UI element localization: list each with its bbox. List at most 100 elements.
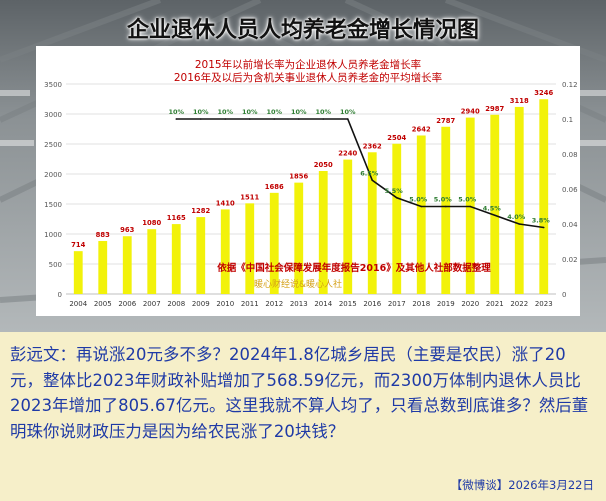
x-tick-label: 2009 [192, 300, 210, 308]
bar-value-label: 2787 [436, 117, 455, 125]
x-tick-label: 2017 [388, 300, 406, 308]
growth-rate-point [248, 118, 251, 120]
y2-tick-label: 0.1 [562, 116, 573, 124]
y-tick-label: 3500 [44, 81, 62, 89]
growth-rate-point [199, 118, 202, 120]
bar-value-label: 3118 [510, 97, 529, 105]
growth-rate-label: 5.5% [385, 187, 404, 195]
bar-value-label: 2050 [314, 161, 333, 169]
bar-value-label: 1686 [265, 183, 284, 191]
growth-rate-label: 10% [217, 108, 233, 116]
bar-value-label: 2240 [338, 150, 357, 158]
y-tick-label: 2500 [44, 141, 62, 149]
bar [441, 126, 451, 294]
y2-tick-label: 0 [562, 291, 566, 299]
source-footer: 【微博谈】2026年3月22日 [450, 478, 594, 492]
growth-rate-point [518, 223, 521, 225]
growth-rate-label: 5.0% [409, 196, 428, 204]
y-tick-label: 2000 [44, 171, 62, 179]
source-note: 依据《中国社会保障发展年度报告2016》及其他人社部数据整理 [217, 262, 491, 274]
growth-rate-point [371, 179, 374, 182]
bar [514, 106, 524, 294]
y2-tick-label: 0.02 [562, 256, 578, 264]
x-tick-label: 2022 [510, 300, 528, 308]
y-tick-label: 1500 [44, 201, 62, 209]
y-tick-label: 3000 [44, 111, 62, 119]
bar-value-label: 1856 [289, 173, 308, 181]
bar-value-label: 1165 [167, 214, 186, 222]
x-tick-label: 2004 [69, 300, 87, 308]
x-tick-label: 2011 [241, 300, 259, 308]
growth-rate-label: 10% [168, 108, 184, 116]
growth-rate-point [346, 118, 349, 120]
growth-rate-label: 4.5% [483, 204, 502, 212]
growth-rate-point [297, 118, 300, 120]
growth-rate-label: 5.0% [458, 196, 477, 204]
bar [73, 251, 83, 294]
growth-rate-point [224, 118, 227, 120]
growth-rate-label: 5.0% [434, 196, 453, 204]
x-tick-label: 2021 [486, 300, 504, 308]
x-tick-label: 2019 [437, 300, 455, 308]
credit-note: 暖心财经说&暖心人社 [254, 278, 342, 290]
x-tick-label: 2010 [216, 300, 234, 308]
bar [220, 209, 230, 294]
y-tick-label: 500 [49, 261, 62, 269]
x-tick-label: 2008 [167, 300, 185, 308]
bar [490, 114, 500, 294]
y2-tick-label: 0.08 [562, 151, 578, 159]
bar [539, 99, 549, 294]
growth-rate-line [176, 118, 544, 229]
growth-rate-label: 6.5% [360, 169, 379, 177]
x-tick-label: 2006 [118, 300, 136, 308]
growth-rate-label: 10% [340, 108, 356, 116]
bar-value-label: 1080 [142, 219, 161, 227]
x-tick-label: 2018 [412, 300, 430, 308]
growth-rate-label: 3.8% [532, 217, 551, 225]
growth-rate-point [175, 118, 178, 120]
growth-rate-point [493, 214, 496, 217]
growth-rate-label: 10% [315, 108, 331, 116]
y2-tick-label: 0.04 [562, 221, 578, 229]
x-tick-label: 2013 [290, 300, 308, 308]
bar-value-label: 2642 [412, 125, 431, 133]
y-tick-label: 0 [58, 291, 62, 299]
bar [98, 241, 108, 294]
growth-rate-point [273, 118, 276, 120]
bar-value-label: 2987 [485, 105, 504, 113]
x-tick-label: 2012 [265, 300, 283, 308]
growth-rate-point [420, 205, 423, 208]
growth-rate-label: 4.0% [507, 213, 526, 221]
x-tick-label: 2007 [143, 300, 161, 308]
growth-rate-label: 10% [242, 108, 258, 116]
growth-rate-point [444, 205, 447, 208]
chart-subtitle: 2016年及以后为含机关事业退休人员养老金的平均增长率 [174, 71, 442, 84]
bar [171, 224, 181, 294]
bar-value-label: 2362 [363, 142, 382, 150]
x-tick-label: 2005 [94, 300, 112, 308]
chart-svg: 0 500 1000 1500 2000 2500 3000 3500 0 0.02 0.04 0.0… [44, 58, 578, 308]
bar-value-label: 3246 [534, 89, 553, 97]
chart-subtitle: 2015年以前增长率为企业退休人员养老金增长率 [195, 58, 421, 71]
growth-rate-label: 10% [291, 108, 307, 116]
growth-rate-point [322, 118, 325, 120]
bar [245, 203, 255, 294]
bar-value-label: 1282 [191, 207, 210, 215]
x-tick-label: 2014 [314, 300, 332, 308]
growth-rate-point [469, 205, 472, 208]
bar [416, 135, 426, 294]
bar-value-label: 1511 [240, 193, 259, 201]
bar-value-label: 714 [71, 241, 85, 249]
bar [269, 192, 279, 294]
main-title: 企业退休人员人均养老金增长情况图 [126, 18, 479, 43]
chart-area: 0 500 1000 1500 2000 2500 3000 3500 0 0.02 0.04 0.0… [36, 46, 580, 316]
bar-value-label: 963 [120, 226, 134, 234]
bar [318, 171, 328, 294]
y-tick-label: 1000 [44, 231, 62, 239]
bar-value-label: 2504 [387, 134, 406, 142]
bar [294, 182, 304, 294]
bar [367, 152, 377, 294]
x-tick-label: 2020 [461, 300, 479, 308]
article-text: 彭远文：再说涨20元多不多？2024年1.8亿城乡居民（主要是农民）涨了20元，… [10, 345, 589, 441]
bar [147, 229, 157, 294]
